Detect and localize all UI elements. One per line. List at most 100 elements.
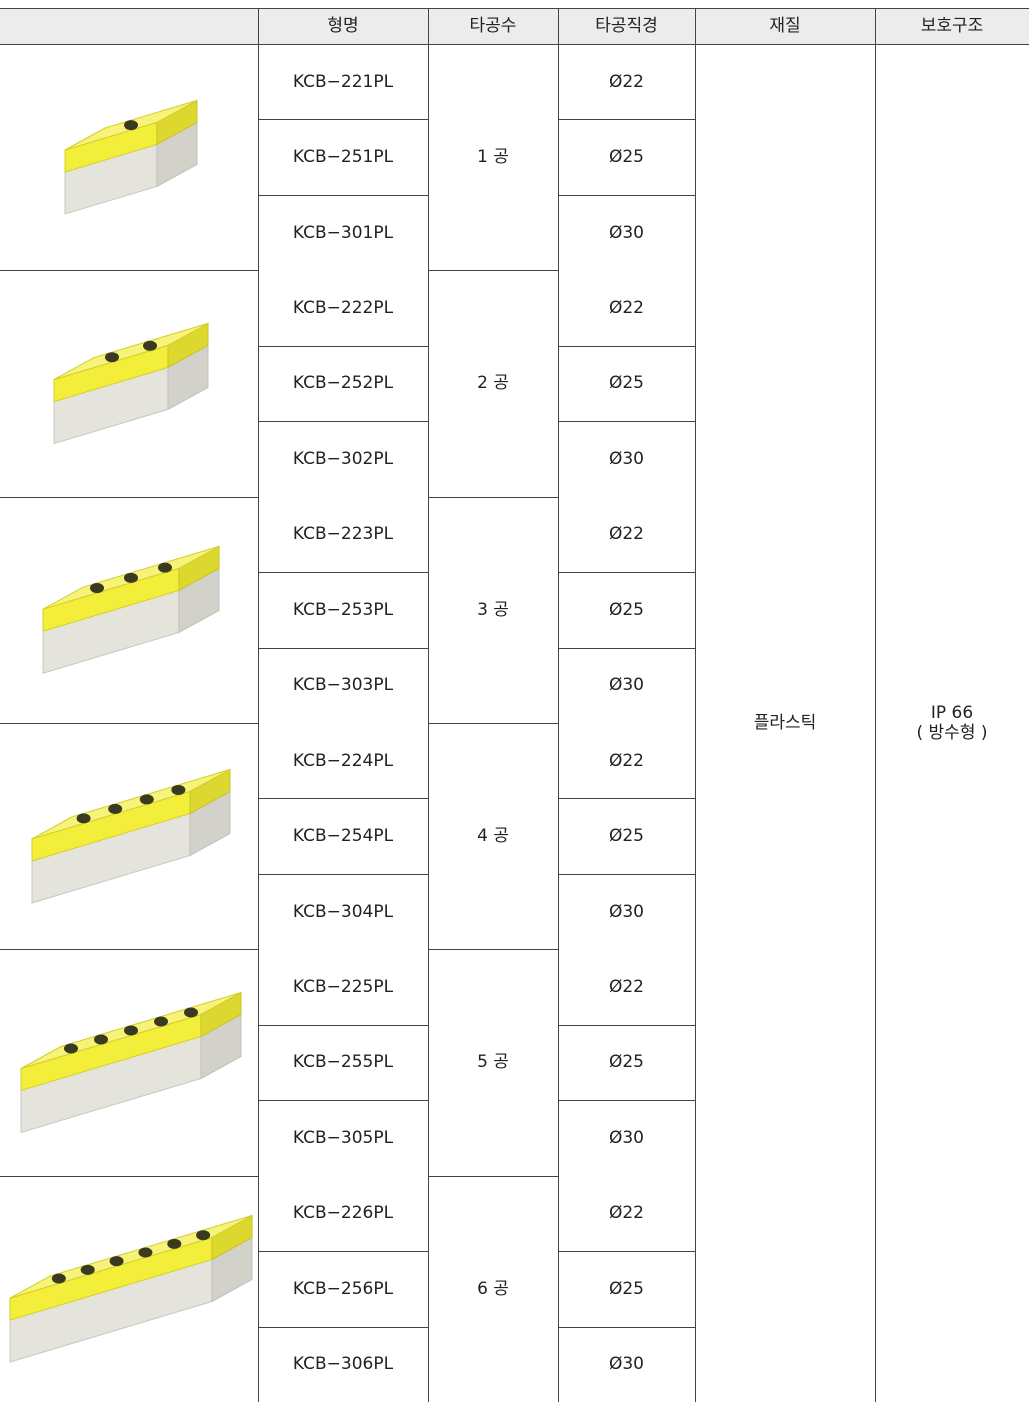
row-line: [258, 345, 428, 347]
hole-diameter: Ø30: [608, 1354, 644, 1375]
product-shape: [9, 1215, 253, 1299]
row-line: [258, 1251, 428, 1253]
product-shape: [139, 794, 154, 805]
row-line: [558, 1326, 695, 1328]
row-line: [428, 949, 558, 951]
row-line: [258, 194, 428, 196]
row-line: [258, 421, 428, 423]
header-cell: 타공직경: [595, 16, 658, 36]
row-line: [258, 1326, 428, 1328]
row-line: [558, 119, 695, 121]
model-name: KCB−223PL: [292, 524, 394, 545]
model-name: KCB−255PL: [292, 1052, 394, 1073]
model-name: KCB−301PL: [292, 222, 394, 243]
row-line: [258, 1100, 428, 1102]
model-name: KCB−224PL: [292, 750, 394, 771]
row-line: [258, 647, 428, 649]
row-line: [558, 873, 695, 875]
row-line: [258, 873, 428, 875]
product-shape: [124, 572, 138, 583]
row-line: [258, 119, 428, 121]
header-cell: 타공수: [469, 16, 517, 36]
hole-diameter: Ø22: [608, 71, 644, 92]
product-shape: [90, 583, 104, 594]
row-line: [258, 1024, 428, 1026]
protection: IP 66( 방수형 ): [875, 44, 1029, 1402]
row-line: [558, 1100, 695, 1102]
hole-count: 6 공: [477, 1278, 509, 1299]
hole-diameter: Ø22: [608, 524, 644, 545]
row-line: [0, 270, 258, 272]
model-name: KCB−305PL: [292, 1127, 394, 1148]
product-shape: [76, 813, 91, 824]
row-line: [428, 1175, 558, 1177]
product-shape: [171, 784, 186, 795]
column-line: [695, 8, 696, 1402]
row-line: [258, 798, 428, 800]
protection-line: ( 방수형 ): [916, 723, 988, 743]
hole-diameter: Ø25: [608, 373, 644, 394]
row-line: [0, 8, 1029, 9]
model-name: KCB−306PL: [292, 1354, 394, 1375]
hole-diameter: Ø30: [608, 1127, 644, 1148]
row-line: [0, 1175, 258, 1177]
product-shape: [94, 1034, 108, 1045]
row-line: [558, 1024, 695, 1026]
row-line: [258, 572, 428, 574]
header-cell: 재질: [769, 16, 801, 36]
model-name: KCB−251PL: [292, 147, 394, 168]
hole-diameter: Ø22: [608, 977, 644, 998]
column-line: [558, 8, 559, 1402]
row-line: [558, 647, 695, 649]
model-name: KCB−226PL: [292, 1203, 394, 1224]
product-shape: [167, 1238, 182, 1249]
product-shape: [108, 803, 123, 814]
hole-diameter: Ø25: [608, 1278, 644, 1299]
product-shape: [154, 1016, 168, 1027]
model-name: KCB−256PL: [292, 1278, 394, 1299]
model-name: KCB−254PL: [292, 826, 394, 847]
hole-diameter: Ø30: [608, 675, 644, 696]
product-shape: [196, 1230, 211, 1241]
header-cell: 형명: [327, 16, 359, 36]
product-shape: [143, 340, 157, 351]
hole-count: 4 공: [477, 826, 509, 847]
row-line: [0, 496, 258, 498]
hole-count: 2 공: [477, 373, 509, 394]
row-line: [558, 572, 695, 574]
hole-diameter: Ø30: [608, 901, 644, 922]
model-name: KCB−221PL: [292, 71, 394, 92]
row-line: [558, 798, 695, 800]
hole-diameter: Ø25: [608, 826, 644, 847]
product-shape: [124, 120, 138, 131]
hole-count: 1 공: [477, 147, 509, 168]
hole-diameter: Ø30: [608, 222, 644, 243]
model-name: KCB−252PL: [292, 373, 394, 394]
protection-line: IP 66: [930, 703, 974, 723]
hole-diameter: Ø25: [608, 1052, 644, 1073]
model-name: KCB−304PL: [292, 901, 394, 922]
hole-count: 3 공: [477, 599, 509, 620]
row-line: [558, 421, 695, 423]
model-name: KCB−303PL: [292, 675, 394, 696]
hole-diameter: Ø22: [608, 298, 644, 319]
hole-diameter: Ø22: [608, 1203, 644, 1224]
hole-count: 5 공: [477, 1052, 509, 1073]
row-line: [428, 723, 558, 724]
product-shape: [109, 1256, 124, 1267]
hole-diameter: Ø22: [608, 750, 644, 771]
column-line: [428, 8, 429, 1402]
product-shape: [80, 1264, 95, 1275]
product-shape: [124, 1025, 138, 1036]
row-line: [0, 723, 258, 724]
product-shape: [158, 562, 172, 573]
row-line: [428, 496, 558, 498]
row-line: [558, 345, 695, 347]
header-cell: 보호구조: [920, 16, 984, 36]
model-name: KCB−253PL: [292, 599, 394, 620]
hole-diameter: Ø25: [608, 599, 644, 620]
column-line: [875, 8, 876, 1402]
product-shape: [138, 1247, 153, 1258]
model-name: KCB−222PL: [292, 298, 394, 319]
